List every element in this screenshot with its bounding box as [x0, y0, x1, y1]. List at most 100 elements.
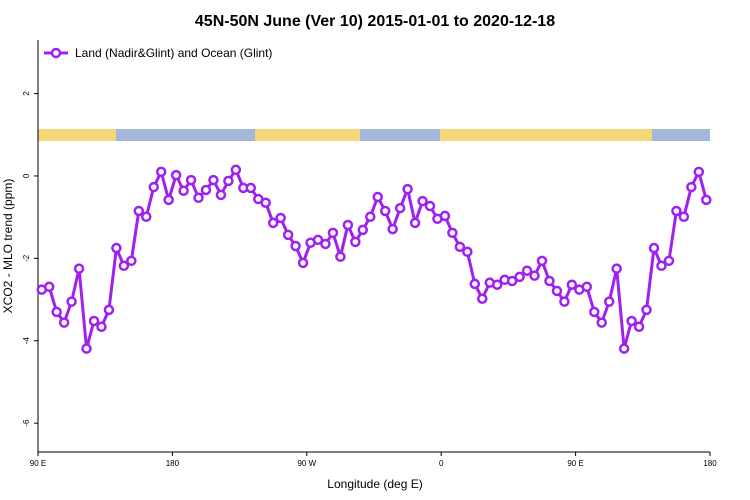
point: [215, 189, 227, 201]
point: [693, 166, 705, 178]
legend-marker: [50, 47, 62, 59]
point: [506, 275, 518, 287]
point: [521, 265, 533, 276]
point: [633, 321, 645, 333]
x-tick-label: 90 E: [567, 459, 583, 468]
point: [335, 251, 346, 262]
point: [312, 234, 324, 246]
point: [551, 285, 563, 297]
legend-label: Land (Nadir&Glint) and Ocean (Glint): [75, 46, 272, 60]
x-tick-label: 90 W: [297, 459, 316, 468]
point: [469, 278, 481, 290]
point: [439, 210, 451, 222]
x-axis-label: Longitude (deg E): [327, 477, 422, 491]
point: [111, 242, 122, 254]
point: [581, 281, 593, 293]
point: [133, 205, 145, 217]
point: [678, 211, 690, 222]
point: [648, 242, 660, 254]
point: [103, 304, 115, 316]
point: [43, 281, 55, 293]
y-tick-label: -4: [22, 337, 31, 345]
point: [596, 317, 607, 328]
x-tick-label: 90 E: [30, 459, 46, 468]
point: [178, 185, 189, 197]
point: [618, 343, 630, 354]
point: [141, 211, 152, 222]
point: [409, 217, 421, 229]
point: [223, 175, 234, 187]
point: [230, 164, 242, 176]
y-tick-label: 0: [22, 173, 31, 178]
point: [402, 183, 413, 195]
point: [260, 197, 271, 208]
point: [81, 343, 92, 354]
point: [155, 166, 167, 178]
y-tick-label: -6: [22, 419, 31, 427]
point: [245, 182, 257, 194]
point: [626, 315, 637, 327]
point: [394, 202, 406, 214]
point: [342, 219, 354, 231]
point: [51, 306, 62, 318]
point: [200, 184, 212, 196]
map-strip: [38, 129, 710, 141]
point: [686, 181, 697, 193]
point: [148, 181, 159, 193]
point: [372, 191, 383, 203]
point: [379, 205, 391, 217]
point: [663, 255, 675, 267]
point: [327, 227, 339, 239]
point: [118, 260, 130, 272]
point: [462, 246, 473, 258]
point: [290, 240, 301, 252]
y-tick-label: 2: [22, 91, 31, 96]
point: [536, 255, 548, 267]
point: [544, 275, 555, 287]
point: [387, 223, 398, 235]
point: [96, 321, 107, 333]
point: [514, 271, 525, 283]
point: [282, 229, 294, 241]
point: [88, 315, 100, 327]
point: [417, 195, 428, 207]
y-axis-label: XCO2 - MLO trend (ppm): [1, 179, 15, 314]
point: [170, 169, 182, 181]
point: [320, 238, 331, 250]
point: [126, 255, 137, 267]
point: [447, 227, 458, 239]
x-tick-label: 180: [703, 459, 717, 468]
point: [365, 211, 376, 222]
point: [58, 317, 70, 328]
point: [641, 304, 652, 316]
point: [589, 306, 600, 318]
point: [491, 279, 503, 290]
point: [163, 194, 174, 206]
point: [454, 241, 466, 253]
point: [208, 174, 219, 186]
point: [656, 260, 667, 272]
point: [603, 296, 615, 307]
x-tick-label: 0: [439, 459, 444, 468]
point: [350, 236, 361, 248]
point: [611, 263, 622, 274]
point: [701, 194, 712, 206]
x-tick-label: 180: [166, 459, 180, 468]
point: [267, 217, 279, 229]
chart-title: 45N-50N June (Ver 10) 2015-01-01 to 2020…: [195, 13, 555, 30]
point: [671, 205, 682, 217]
point: [73, 263, 85, 274]
point: [477, 293, 488, 304]
point: [185, 174, 197, 186]
point: [559, 296, 570, 307]
point: [275, 212, 286, 224]
point: [566, 279, 578, 290]
point: [297, 257, 309, 269]
point: [66, 296, 77, 307]
point: [357, 224, 369, 236]
point: [424, 200, 436, 212]
point: [529, 270, 540, 281]
y-tick-label: -2: [22, 254, 31, 262]
point: [193, 192, 204, 204]
